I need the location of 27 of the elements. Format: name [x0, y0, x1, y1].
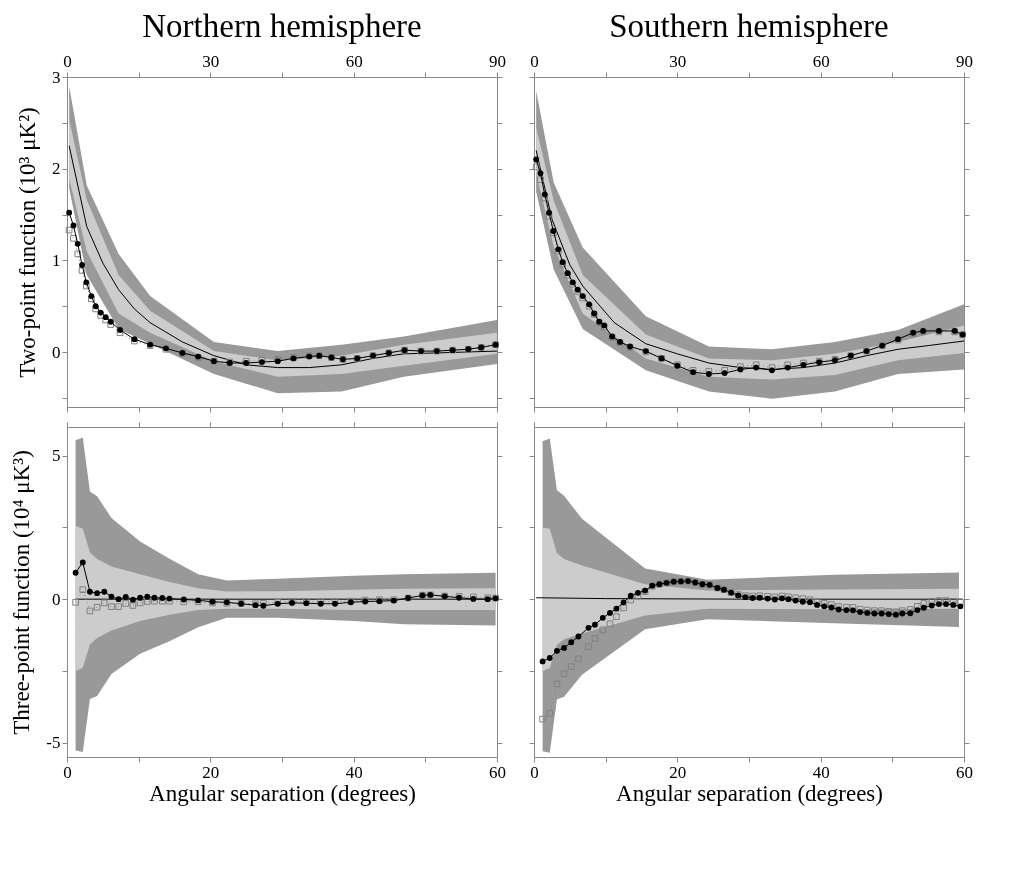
x2-tick-label: 90	[489, 51, 506, 71]
x-tick-label: 20	[669, 762, 687, 782]
chart-title: Northern hemisphere	[142, 8, 422, 44]
x2-tick-label: 30	[669, 51, 687, 71]
y-tick-label: 2	[52, 159, 61, 179]
y-tick-label: -5	[46, 733, 61, 753]
y-tick-label: 0	[52, 342, 61, 362]
x-tick-label: 60	[489, 762, 506, 782]
y-tick-label: 1	[52, 250, 61, 270]
y-tick-label: 5	[52, 446, 61, 466]
x2-tick-label: 90	[956, 51, 973, 71]
x-tick-label: 40	[812, 762, 830, 782]
y-tick-label: 0	[52, 589, 61, 609]
x2-tick-label: 60	[345, 51, 363, 71]
x2-tick-label: 0	[530, 51, 539, 71]
chart-title: Southern hemisphere	[609, 8, 889, 44]
x-tick-label: 20	[202, 762, 220, 782]
y-tick-label: 3	[52, 67, 61, 87]
x-axis-title: Angular separation (degrees)	[149, 780, 416, 806]
x-tick-label: 60	[956, 762, 973, 782]
x2-tick-label: 60	[812, 51, 830, 71]
x-tick-label: 0	[530, 762, 539, 782]
x-tick-label: 40	[345, 762, 363, 782]
x-axis-title: Angular separation (degrees)	[616, 780, 883, 806]
y-axis-title: Two-point function (10³ μK²)	[15, 107, 40, 378]
x2-tick-label: 30	[202, 51, 220, 71]
y-axis-title: Three-point function (10⁴ μK³)	[9, 450, 35, 735]
